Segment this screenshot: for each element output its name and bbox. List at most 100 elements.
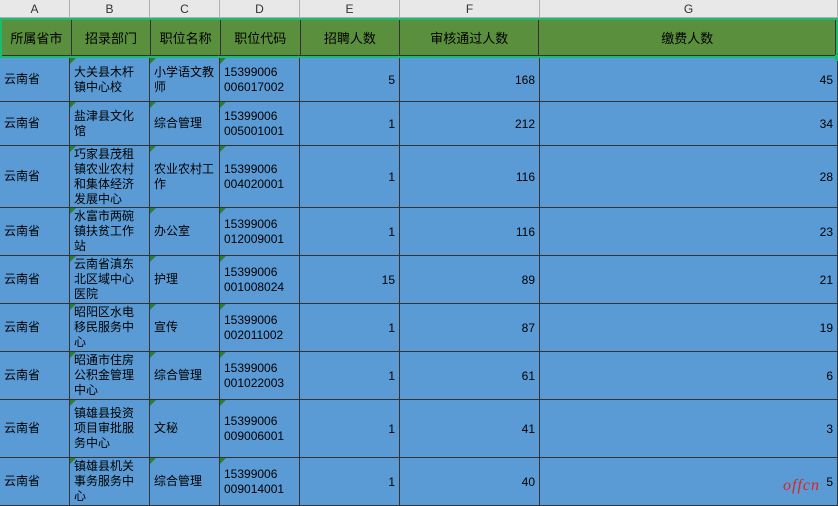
data-cell[interactable]: 15399006 001022003 bbox=[220, 352, 300, 400]
cell-value: 168 bbox=[515, 73, 535, 87]
data-cell[interactable]: 文秘 bbox=[150, 400, 220, 458]
cell-value: 40 bbox=[522, 475, 535, 489]
cell-value: 综合管理 bbox=[154, 474, 202, 489]
data-cell[interactable]: 云南省 bbox=[0, 400, 70, 458]
cell-value: 大关县木杆镇中心校 bbox=[74, 65, 145, 95]
data-cell[interactable]: 云南省 bbox=[0, 102, 70, 146]
data-cell[interactable]: 云南省 bbox=[0, 352, 70, 400]
data-cell[interactable]: 昭通市住房公积金管理中心 bbox=[70, 352, 150, 400]
data-cell[interactable]: 大关县木杆镇中心校 bbox=[70, 58, 150, 102]
header-cell[interactable]: 招聘人数 bbox=[301, 20, 401, 56]
data-cell[interactable]: 34 bbox=[540, 102, 838, 146]
data-cell[interactable]: 云南省滇东北区域中心医院 bbox=[70, 256, 150, 304]
header-cell[interactable]: 审核通过人数 bbox=[400, 20, 539, 56]
data-cell[interactable]: 水富市两碗镇扶贫工作站 bbox=[70, 208, 150, 256]
header-cell[interactable]: 招录部门 bbox=[72, 20, 152, 56]
cell-value: 15399006 009006001 bbox=[224, 414, 284, 444]
cell-corner-mark bbox=[220, 304, 226, 310]
data-cell[interactable]: 3 bbox=[540, 400, 838, 458]
data-cell[interactable]: 1 bbox=[300, 102, 400, 146]
cell-corner-mark bbox=[220, 146, 226, 152]
table-row: 云南省镇雄县机关事务服务中心综合管理15399006 0090140011405 bbox=[0, 458, 838, 506]
cell-value: 1 bbox=[388, 225, 395, 239]
header-cell[interactable]: 所属省市 bbox=[2, 20, 72, 56]
cell-value: 综合管理 bbox=[154, 116, 202, 131]
header-cell[interactable]: 缴费人数 bbox=[539, 20, 836, 56]
data-cell[interactable]: 云南省 bbox=[0, 304, 70, 352]
cell-corner-mark bbox=[150, 352, 156, 358]
data-cell[interactable]: 1 bbox=[300, 208, 400, 256]
cell-value: 1 bbox=[388, 321, 395, 335]
data-cell[interactable]: 168 bbox=[400, 58, 540, 102]
data-cell[interactable]: 综合管理 bbox=[150, 458, 220, 506]
data-cell[interactable]: 41 bbox=[400, 400, 540, 458]
data-cell[interactable]: 15399006 009014001 bbox=[220, 458, 300, 506]
cell-value: 镇雄县投资项目审批服务中心 bbox=[74, 406, 145, 451]
data-cell[interactable]: 89 bbox=[400, 256, 540, 304]
data-cell[interactable]: 盐津县文化馆 bbox=[70, 102, 150, 146]
data-cell[interactable]: 15399006 006017002 bbox=[220, 58, 300, 102]
data-cell[interactable]: 21 bbox=[540, 256, 838, 304]
data-cell[interactable]: 1 bbox=[300, 146, 400, 208]
table-row: 云南省昭通市住房公积金管理中心综合管理15399006 001022003161… bbox=[0, 352, 838, 400]
data-cell[interactable]: 镇雄县投资项目审批服务中心 bbox=[70, 400, 150, 458]
data-cell[interactable]: 15399006 004020001 bbox=[220, 146, 300, 208]
cell-value: 水富市两碗镇扶贫工作站 bbox=[74, 209, 145, 254]
data-cell[interactable]: 40 bbox=[400, 458, 540, 506]
column-letter[interactable]: A bbox=[0, 0, 70, 18]
column-letter[interactable]: D bbox=[220, 0, 300, 18]
data-cell[interactable]: 1 bbox=[300, 400, 400, 458]
data-cell[interactable]: 云南省 bbox=[0, 458, 70, 506]
data-cell[interactable]: 15399006 001008024 bbox=[220, 256, 300, 304]
cell-corner-mark bbox=[150, 208, 156, 214]
data-cell[interactable]: 15399006 005001001 bbox=[220, 102, 300, 146]
data-cell[interactable]: 云南省 bbox=[0, 208, 70, 256]
header-cell[interactable]: 职位代码 bbox=[221, 20, 301, 56]
column-letter[interactable]: E bbox=[300, 0, 400, 18]
table-row: 云南省巧家县茂租镇农业农村和集体经济发展中心农业农村工作15399006 004… bbox=[0, 146, 838, 208]
data-cell[interactable]: 1 bbox=[300, 458, 400, 506]
data-cell[interactable]: 15399006 002011002 bbox=[220, 304, 300, 352]
data-body: 云南省大关县木杆镇中心校小学语文教师15399006 0060170025168… bbox=[0, 58, 838, 506]
data-cell[interactable]: 云南省 bbox=[0, 146, 70, 208]
data-cell[interactable]: 护理 bbox=[150, 256, 220, 304]
data-cell[interactable]: 6 bbox=[540, 352, 838, 400]
data-cell[interactable]: 云南省 bbox=[0, 58, 70, 102]
table-row: 云南省大关县木杆镇中心校小学语文教师 15399006 006017002 5 168… bbox=[0, 58, 838, 102]
data-cell[interactable]: 15399006 012009001 bbox=[220, 208, 300, 256]
column-letter[interactable]: F bbox=[400, 0, 540, 18]
header-cell[interactable]: 职位名称 bbox=[151, 20, 221, 56]
data-cell[interactable]: 116 bbox=[400, 146, 540, 208]
data-cell[interactable]: 19 bbox=[540, 304, 838, 352]
data-cell[interactable]: 巧家县茂租镇农业农村和集体经济发展中心 bbox=[70, 146, 150, 208]
data-cell[interactable]: 农业农村工作 bbox=[150, 146, 220, 208]
data-cell[interactable]: 1 bbox=[300, 304, 400, 352]
cell-value: 小学语文教师 bbox=[154, 65, 215, 95]
data-cell[interactable]: 云南省 bbox=[0, 256, 70, 304]
data-cell[interactable]: 镇雄县机关事务服务中心 bbox=[70, 458, 150, 506]
data-cell[interactable]: 1 bbox=[300, 352, 400, 400]
cell-corner-mark bbox=[220, 58, 226, 64]
data-cell[interactable]: 15399006 009006001 bbox=[220, 400, 300, 458]
data-cell[interactable]: 小学语文教师 bbox=[150, 58, 220, 102]
data-cell[interactable]: 23 bbox=[540, 208, 838, 256]
data-cell[interactable]: 28 bbox=[540, 146, 838, 208]
column-letter[interactable]: G bbox=[540, 0, 838, 18]
data-cell[interactable]: 87 bbox=[400, 304, 540, 352]
cell-corner-mark bbox=[70, 208, 76, 214]
data-cell[interactable]: 综合管理 bbox=[150, 102, 220, 146]
data-cell[interactable]: 61 bbox=[400, 352, 540, 400]
column-letter[interactable]: B bbox=[70, 0, 150, 18]
data-cell[interactable]: 212 bbox=[400, 102, 540, 146]
data-cell[interactable]: 宣传 bbox=[150, 304, 220, 352]
data-cell[interactable]: 办公室 bbox=[150, 208, 220, 256]
column-letter[interactable]: C bbox=[150, 0, 220, 18]
data-cell[interactable]: 昭阳区水电移民服务中心 bbox=[70, 304, 150, 352]
cell-value: 云南省滇东北区域中心医院 bbox=[74, 257, 145, 302]
cell-value: 15399006 006017002 bbox=[224, 65, 284, 95]
data-cell[interactable]: 116 bbox=[400, 208, 540, 256]
data-cell[interactable]: 5 bbox=[300, 58, 400, 102]
data-cell[interactable]: 综合管理 bbox=[150, 352, 220, 400]
data-cell[interactable]: 15 bbox=[300, 256, 400, 304]
data-cell[interactable]: 45 bbox=[540, 58, 838, 102]
